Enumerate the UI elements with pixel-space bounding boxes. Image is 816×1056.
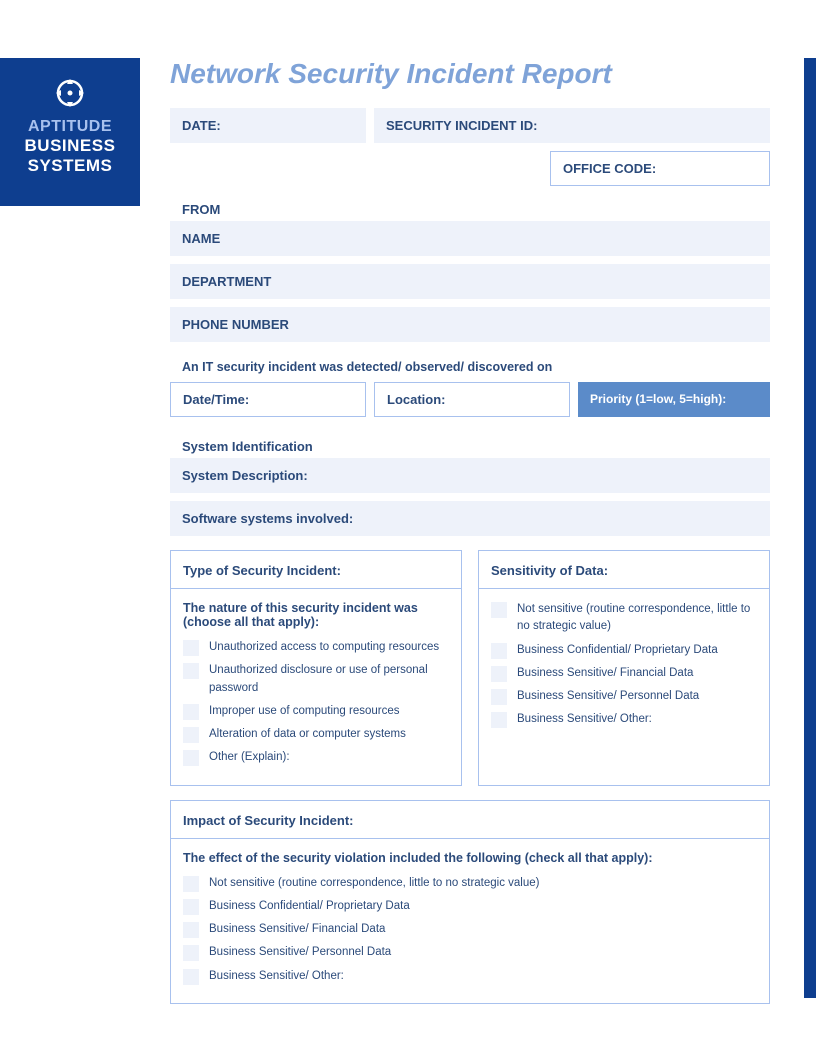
row-detected: Date/Time: Location: Priority (1=low, 5=…	[170, 382, 770, 417]
type-item-label: Other (Explain):	[209, 749, 290, 766]
checkbox[interactable]	[183, 704, 199, 720]
form-content: Network Security Incident Report DATE: S…	[170, 58, 770, 1004]
impact-item: Business Confidential/ Proprietary Data	[183, 898, 757, 915]
impact-item-label: Business Sensitive/ Personnel Data	[209, 944, 391, 961]
impact-panel-sub: The effect of the security violation inc…	[183, 851, 757, 865]
checkbox[interactable]	[183, 922, 199, 938]
sensitivity-item-label: Business Confidential/ Proprietary Data	[517, 642, 718, 659]
checkbox[interactable]	[491, 643, 507, 659]
checkbox[interactable]	[491, 689, 507, 705]
sensitivity-item: Business Sensitive/ Financial Data	[491, 665, 757, 682]
checkbox[interactable]	[183, 663, 199, 679]
type-item: Other (Explain):	[183, 749, 449, 766]
two-column-panels: Type of Security Incident: The nature of…	[170, 550, 770, 786]
type-panel: Type of Security Incident: The nature of…	[170, 550, 462, 786]
impact-item: Business Sensitive/ Personnel Data	[183, 944, 757, 961]
type-item-label: Improper use of computing resources	[209, 703, 399, 720]
sensitivity-item: Business Sensitive/ Other:	[491, 711, 757, 728]
type-item: Unauthorized access to computing resourc…	[183, 639, 449, 656]
phone-field[interactable]: PHONE NUMBER	[170, 307, 770, 342]
checkbox[interactable]	[183, 750, 199, 766]
impact-panel-heading: Impact of Security Incident:	[171, 801, 769, 839]
sensitivity-item-label: Not sensitive (routine correspondence, l…	[517, 601, 757, 636]
checkbox[interactable]	[491, 712, 507, 728]
name-field[interactable]: NAME	[170, 221, 770, 256]
checkbox[interactable]	[183, 899, 199, 915]
impact-item-label: Business Sensitive/ Financial Data	[209, 921, 385, 938]
type-checklist: Unauthorized access to computing resourc…	[183, 639, 449, 767]
sensitivity-item: Business Confidential/ Proprietary Data	[491, 642, 757, 659]
system-id-heading: System Identification	[170, 431, 770, 458]
type-panel-heading: Type of Security Incident:	[171, 551, 461, 589]
office-code-field[interactable]: OFFICE CODE:	[550, 151, 770, 186]
sensitivity-item-label: Business Sensitive/ Personnel Data	[517, 688, 699, 705]
date-field[interactable]: DATE:	[170, 108, 366, 143]
row-date-id: DATE: SECURITY INCIDENT ID:	[170, 108, 770, 143]
detected-lead: An IT security incident was detected/ ob…	[170, 356, 770, 382]
type-item: Alteration of data or computer systems	[183, 726, 449, 743]
type-item-label: Alteration of data or computer systems	[209, 726, 406, 743]
sensitivity-item-label: Business Sensitive/ Financial Data	[517, 665, 693, 682]
sensitivity-panel: Sensitivity of Data: Not sensitive (rout…	[478, 550, 770, 786]
location-field[interactable]: Location:	[374, 382, 570, 417]
priority-field[interactable]: Priority (1=low, 5=high):	[578, 382, 770, 417]
company-logo-box: APTITUDE BUSINESS SYSTEMS	[0, 58, 140, 206]
checkbox[interactable]	[183, 876, 199, 892]
logo-line1: APTITUDE	[0, 118, 140, 136]
checkbox[interactable]	[183, 640, 199, 656]
page-title: Network Security Incident Report	[170, 58, 770, 90]
impact-item-label: Business Sensitive/ Other:	[209, 968, 344, 985]
checkbox[interactable]	[491, 602, 507, 618]
system-description-field[interactable]: System Description:	[170, 458, 770, 493]
incident-id-field[interactable]: SECURITY INCIDENT ID:	[374, 108, 770, 143]
type-panel-sub: The nature of this security incident was…	[183, 601, 449, 629]
row-office-code: OFFICE CODE:	[170, 151, 770, 186]
impact-item: Not sensitive (routine correspondence, l…	[183, 875, 757, 892]
logo-line3: SYSTEMS	[0, 156, 140, 176]
impact-panel: Impact of Security Incident: The effect …	[170, 800, 770, 1004]
checkbox[interactable]	[183, 969, 199, 985]
impact-item: Business Sensitive/ Financial Data	[183, 921, 757, 938]
type-item-label: Unauthorized access to computing resourc…	[209, 639, 439, 656]
checkbox[interactable]	[183, 727, 199, 743]
sensitivity-item-label: Business Sensitive/ Other:	[517, 711, 652, 728]
type-item: Unauthorized disclosure or use of person…	[183, 662, 449, 697]
sensitivity-item: Business Sensitive/ Personnel Data	[491, 688, 757, 705]
impact-item: Business Sensitive/ Other:	[183, 968, 757, 985]
software-involved-field[interactable]: Software systems involved:	[170, 501, 770, 536]
department-field[interactable]: DEPARTMENT	[170, 264, 770, 299]
target-icon	[0, 76, 140, 110]
impact-item-label: Business Confidential/ Proprietary Data	[209, 898, 410, 915]
logo-line2: BUSINESS	[0, 136, 140, 156]
from-heading: FROM	[170, 194, 770, 221]
impact-item-label: Not sensitive (routine correspondence, l…	[209, 875, 539, 892]
datetime-field[interactable]: Date/Time:	[170, 382, 366, 417]
right-accent-bar	[804, 58, 816, 998]
sensitivity-item: Not sensitive (routine correspondence, l…	[491, 601, 757, 636]
impact-checklist: Not sensitive (routine correspondence, l…	[183, 875, 757, 985]
type-item-label: Unauthorized disclosure or use of person…	[209, 662, 449, 697]
checkbox[interactable]	[183, 945, 199, 961]
sensitivity-checklist: Not sensitive (routine correspondence, l…	[491, 601, 757, 729]
sensitivity-panel-heading: Sensitivity of Data:	[479, 551, 769, 589]
checkbox[interactable]	[491, 666, 507, 682]
type-item: Improper use of computing resources	[183, 703, 449, 720]
